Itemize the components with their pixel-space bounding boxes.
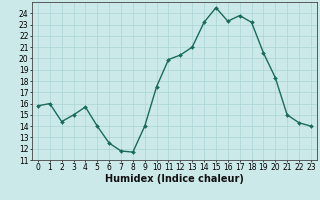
X-axis label: Humidex (Indice chaleur): Humidex (Indice chaleur) xyxy=(105,174,244,184)
